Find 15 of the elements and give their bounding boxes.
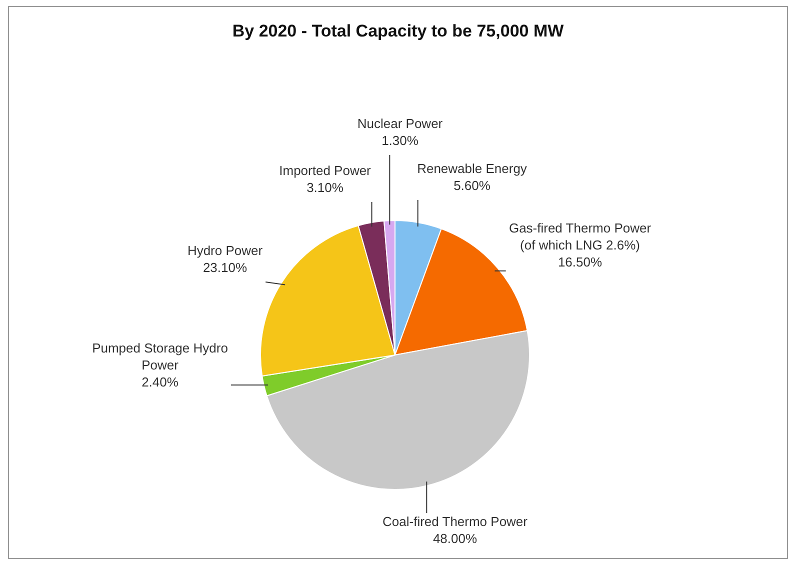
slice-label: Pumped Storage Hydro Power xyxy=(92,340,228,373)
data-label: 23.10% xyxy=(202,260,248,276)
data-label: 3.10% xyxy=(306,180,344,196)
slice-label: Coal-fired Thermo Power xyxy=(382,514,528,530)
slice-label: Renewable Energy xyxy=(417,161,528,176)
data-label: 5.60% xyxy=(454,178,491,194)
data-label: 48.00% xyxy=(432,531,478,546)
slice-label: Hydro Power xyxy=(187,243,264,258)
slice-label: Nuclear Power xyxy=(357,116,444,132)
slice-label: Imported Power xyxy=(279,163,372,178)
data-label: 2.40% xyxy=(142,374,179,390)
slice-label: Gas-fired Thermo Power (of which LNG 2.6%) xyxy=(508,220,652,253)
chart-title: By 2020 - Total Capacity to be 75,000 MW xyxy=(232,22,565,41)
data-label: 1.30% xyxy=(382,133,419,148)
data-label: 16.50% xyxy=(558,254,602,270)
